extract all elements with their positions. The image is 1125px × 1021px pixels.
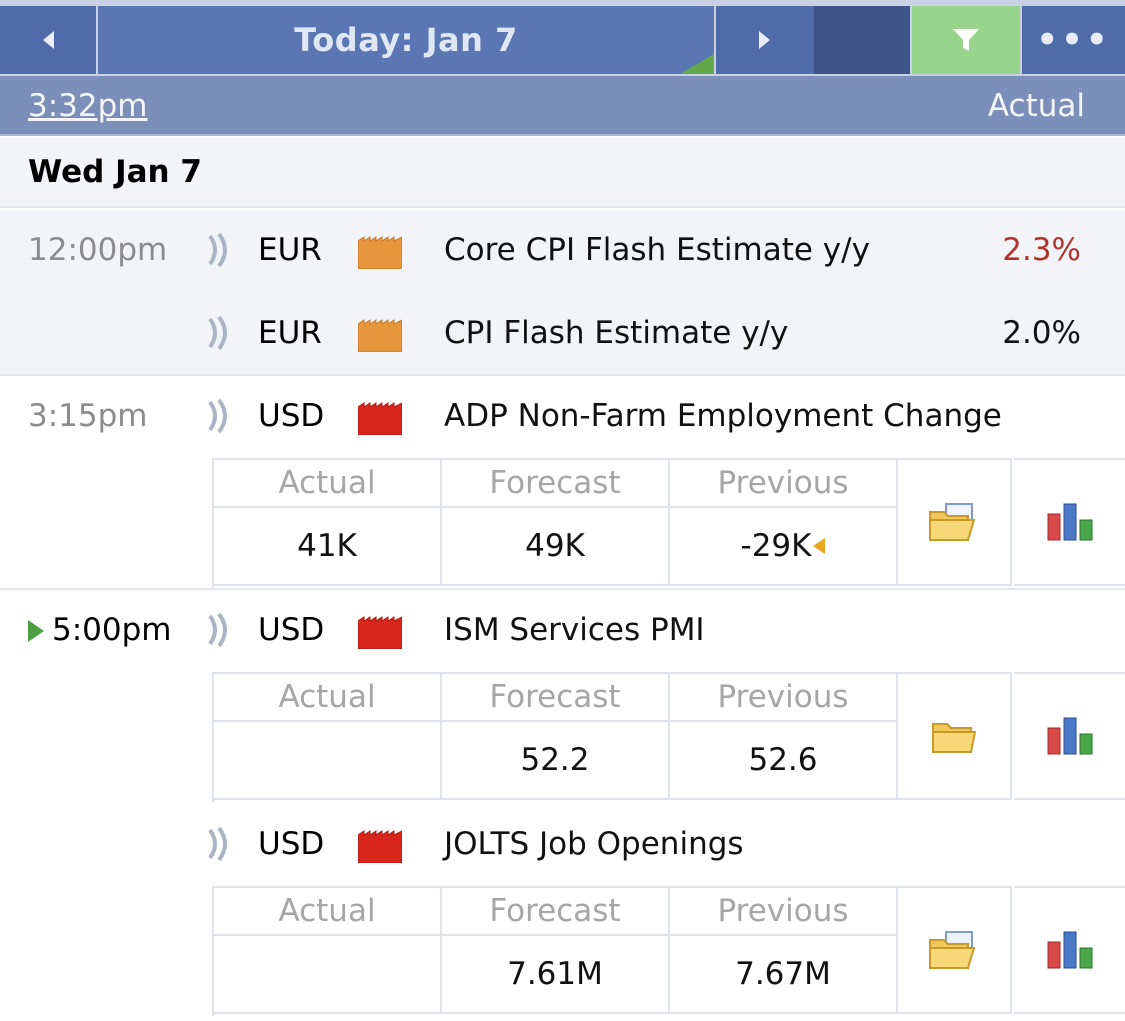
day-header: Wed Jan 7 <box>0 138 1125 208</box>
event-detail-table: Actual Forecast Previous 41K 49K -29K <box>212 458 1125 588</box>
current-event-arrow-icon <box>28 620 44 642</box>
folder-news-icon <box>929 931 976 969</box>
forecast-value: 52.2 <box>442 722 670 800</box>
folder-news-icon <box>929 503 976 541</box>
event-name: ADP Non-Farm Employment Change <box>444 398 1002 434</box>
event-currency: USD <box>258 826 325 862</box>
event-name: JOLTS Job Openings <box>444 826 744 862</box>
actual-value: 41K <box>214 508 442 586</box>
event-currency: USD <box>258 398 325 434</box>
chart-button[interactable] <box>1014 886 1125 1014</box>
event-time: 12:00pm <box>28 232 168 268</box>
event-actual: 2.0% <box>1002 315 1081 351</box>
actual-column-header: Actual <box>987 88 1085 124</box>
sound-alert-icon[interactable] <box>204 313 236 353</box>
previous-value-cell: -29K <box>670 508 898 586</box>
bar-chart-icon <box>1047 503 1092 541</box>
filter-icon <box>953 29 979 51</box>
high-impact-icon <box>358 830 402 863</box>
previous-value: 52.6 <box>670 722 898 800</box>
arrow-right-icon <box>759 31 770 49</box>
medium-impact-icon <box>358 236 402 269</box>
event-name: CPI Flash Estimate y/y <box>444 315 789 351</box>
news-button[interactable] <box>898 886 1012 1014</box>
actual-value <box>214 722 442 800</box>
event-time: 3:15pm <box>28 398 148 434</box>
previous-value: -29K <box>740 528 812 564</box>
chart-button[interactable] <box>1014 672 1125 800</box>
top-nav-bar: Today: Jan 7 ••• <box>0 0 1125 76</box>
group-divider <box>0 588 1125 590</box>
high-impact-icon <box>358 616 402 649</box>
news-button[interactable] <box>898 458 1012 586</box>
sound-alert-icon[interactable] <box>204 230 236 270</box>
forecast-value: 7.61M <box>442 936 670 1014</box>
sound-alert-icon[interactable] <box>204 824 236 864</box>
event-group-1200 <box>0 210 1125 374</box>
forecast-header: Forecast <box>442 672 670 722</box>
actual-header: Actual <box>214 886 442 936</box>
actual-header: Actual <box>214 458 442 508</box>
day-label: Wed Jan 7 <box>28 154 202 190</box>
date-title: Today: Jan 7 <box>294 21 518 59</box>
previous-day-button[interactable] <box>0 6 96 74</box>
event-name: Core CPI Flash Estimate y/y <box>444 232 870 268</box>
event-detail-table: Actual Forecast Previous 7.61M 7.67M <box>212 886 1125 1016</box>
previous-header: Previous <box>670 458 898 508</box>
actual-value <box>214 936 442 1014</box>
current-time-link[interactable]: 3:32pm <box>28 88 148 124</box>
chart-button[interactable] <box>1014 458 1125 586</box>
arrow-left-icon <box>43 31 54 49</box>
medium-impact-icon <box>358 319 402 352</box>
news-button[interactable] <box>898 672 1012 800</box>
forecast-header: Forecast <box>442 458 670 508</box>
blank-nav-slot <box>814 6 910 74</box>
bar-chart-icon <box>1047 717 1092 755</box>
previous-header: Previous <box>670 672 898 722</box>
event-name: ISM Services PMI <box>444 612 705 648</box>
bar-chart-icon <box>1047 931 1092 969</box>
corner-indicator <box>680 54 714 74</box>
event-time: 5:00pm <box>52 612 172 648</box>
event-currency: EUR <box>258 232 322 268</box>
time-bar: 3:32pm Actual <box>0 76 1125 136</box>
filter-button[interactable] <box>912 6 1020 74</box>
folder-icon <box>932 723 977 753</box>
group-divider <box>0 374 1125 376</box>
forecast-header: Forecast <box>442 886 670 936</box>
sound-alert-icon[interactable] <box>204 610 236 650</box>
previous-header: Previous <box>670 886 898 936</box>
more-button[interactable]: ••• <box>1022 6 1125 74</box>
event-actual: 2.3% <box>1002 232 1081 268</box>
revised-indicator-icon <box>813 538 826 554</box>
sound-alert-icon[interactable] <box>204 396 236 436</box>
more-dots-icon: ••• <box>1036 20 1111 60</box>
high-impact-icon <box>358 402 402 435</box>
forecast-value: 49K <box>442 508 670 586</box>
previous-value: 7.67M <box>670 936 898 1014</box>
date-title-button[interactable]: Today: Jan 7 <box>98 6 714 74</box>
event-currency: EUR <box>258 315 322 351</box>
next-day-button[interactable] <box>716 6 814 74</box>
event-currency: USD <box>258 612 325 648</box>
event-detail-table: Actual Forecast Previous 52.2 52.6 <box>212 672 1125 802</box>
actual-header: Actual <box>214 672 442 722</box>
